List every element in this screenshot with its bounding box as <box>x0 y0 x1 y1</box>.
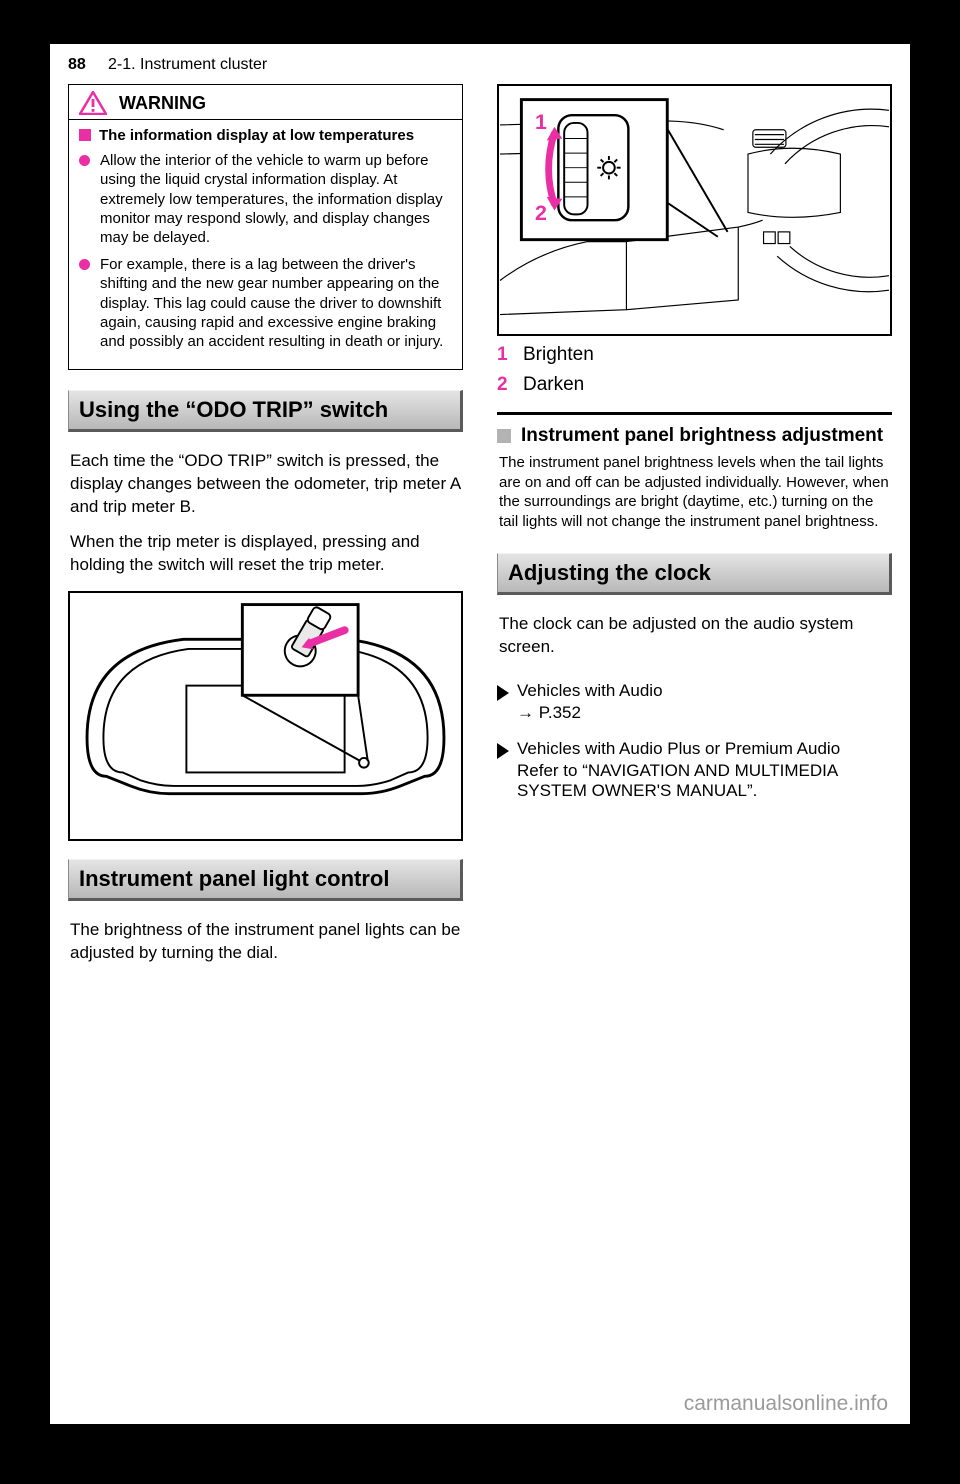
clock-row-sub: Refer to “NAVIGATION AND MULTIMEDIA SYST… <box>517 761 892 801</box>
section-heading-ipl: Instrument panel light control <box>68 859 463 901</box>
warning-bullet: Allow the interior of the vehicle to war… <box>79 151 452 247</box>
clock-paragraph: The clock can be adjusted on the audio s… <box>499 613 890 659</box>
square-bullet-icon <box>79 129 91 141</box>
brightness-dial-figure: 1 2 <box>497 84 892 336</box>
clock-row-sub: → P.352 <box>517 703 892 723</box>
right-column: 1 2 1 Brighten 2 Darken Instrument panel… <box>497 84 892 1396</box>
section-heading-odo: Using the “ODO TRIP” switch <box>68 390 463 432</box>
svg-text:1: 1 <box>535 110 547 134</box>
warning-title: WARNING <box>119 93 206 114</box>
dot-icon <box>79 259 90 270</box>
left-column: WARNING The information display at low t… <box>68 84 463 1396</box>
instrument-cluster-figure <box>68 591 463 841</box>
page-number: 88 <box>68 56 86 74</box>
warning-box: WARNING The information display at low t… <box>68 84 463 370</box>
section-heading-clock: Adjusting the clock <box>497 553 892 595</box>
warning-triangle-icon <box>79 91 107 115</box>
clock-row: Vehicles with Audio <box>497 681 892 701</box>
clock-row: Vehicles with Audio Plus or Premium Audi… <box>497 739 892 759</box>
ipl-subheading: Instrument panel brightness adjustment <box>497 412 892 447</box>
dot-icon <box>79 155 90 166</box>
triangle-icon <box>497 685 509 701</box>
warning-bullet: For example, there is a lag between the … <box>79 255 452 351</box>
odo-paragraph: Each time the “ODO TRIP” switch is press… <box>70 450 461 519</box>
odo-paragraph: When the trip meter is displayed, pressi… <box>70 531 461 577</box>
warning-header: WARNING <box>69 85 462 120</box>
svg-text:2: 2 <box>535 201 547 225</box>
ipl-sub-paragraph: The instrument panel brightness levels w… <box>499 453 890 531</box>
triangle-icon <box>497 743 509 759</box>
watermark: carmanualsonline.info <box>684 1392 888 1416</box>
page-title: 2-1. Instrument cluster <box>108 56 267 74</box>
warning-subheading: The information display at low temperatu… <box>79 126 452 145</box>
ipl-paragraph: The brightness of the instrument panel l… <box>70 919 461 965</box>
callout-2: 2 Darken <box>497 374 892 396</box>
grey-square-icon <box>497 429 511 443</box>
callout-1: 1 Brighten <box>497 344 892 366</box>
